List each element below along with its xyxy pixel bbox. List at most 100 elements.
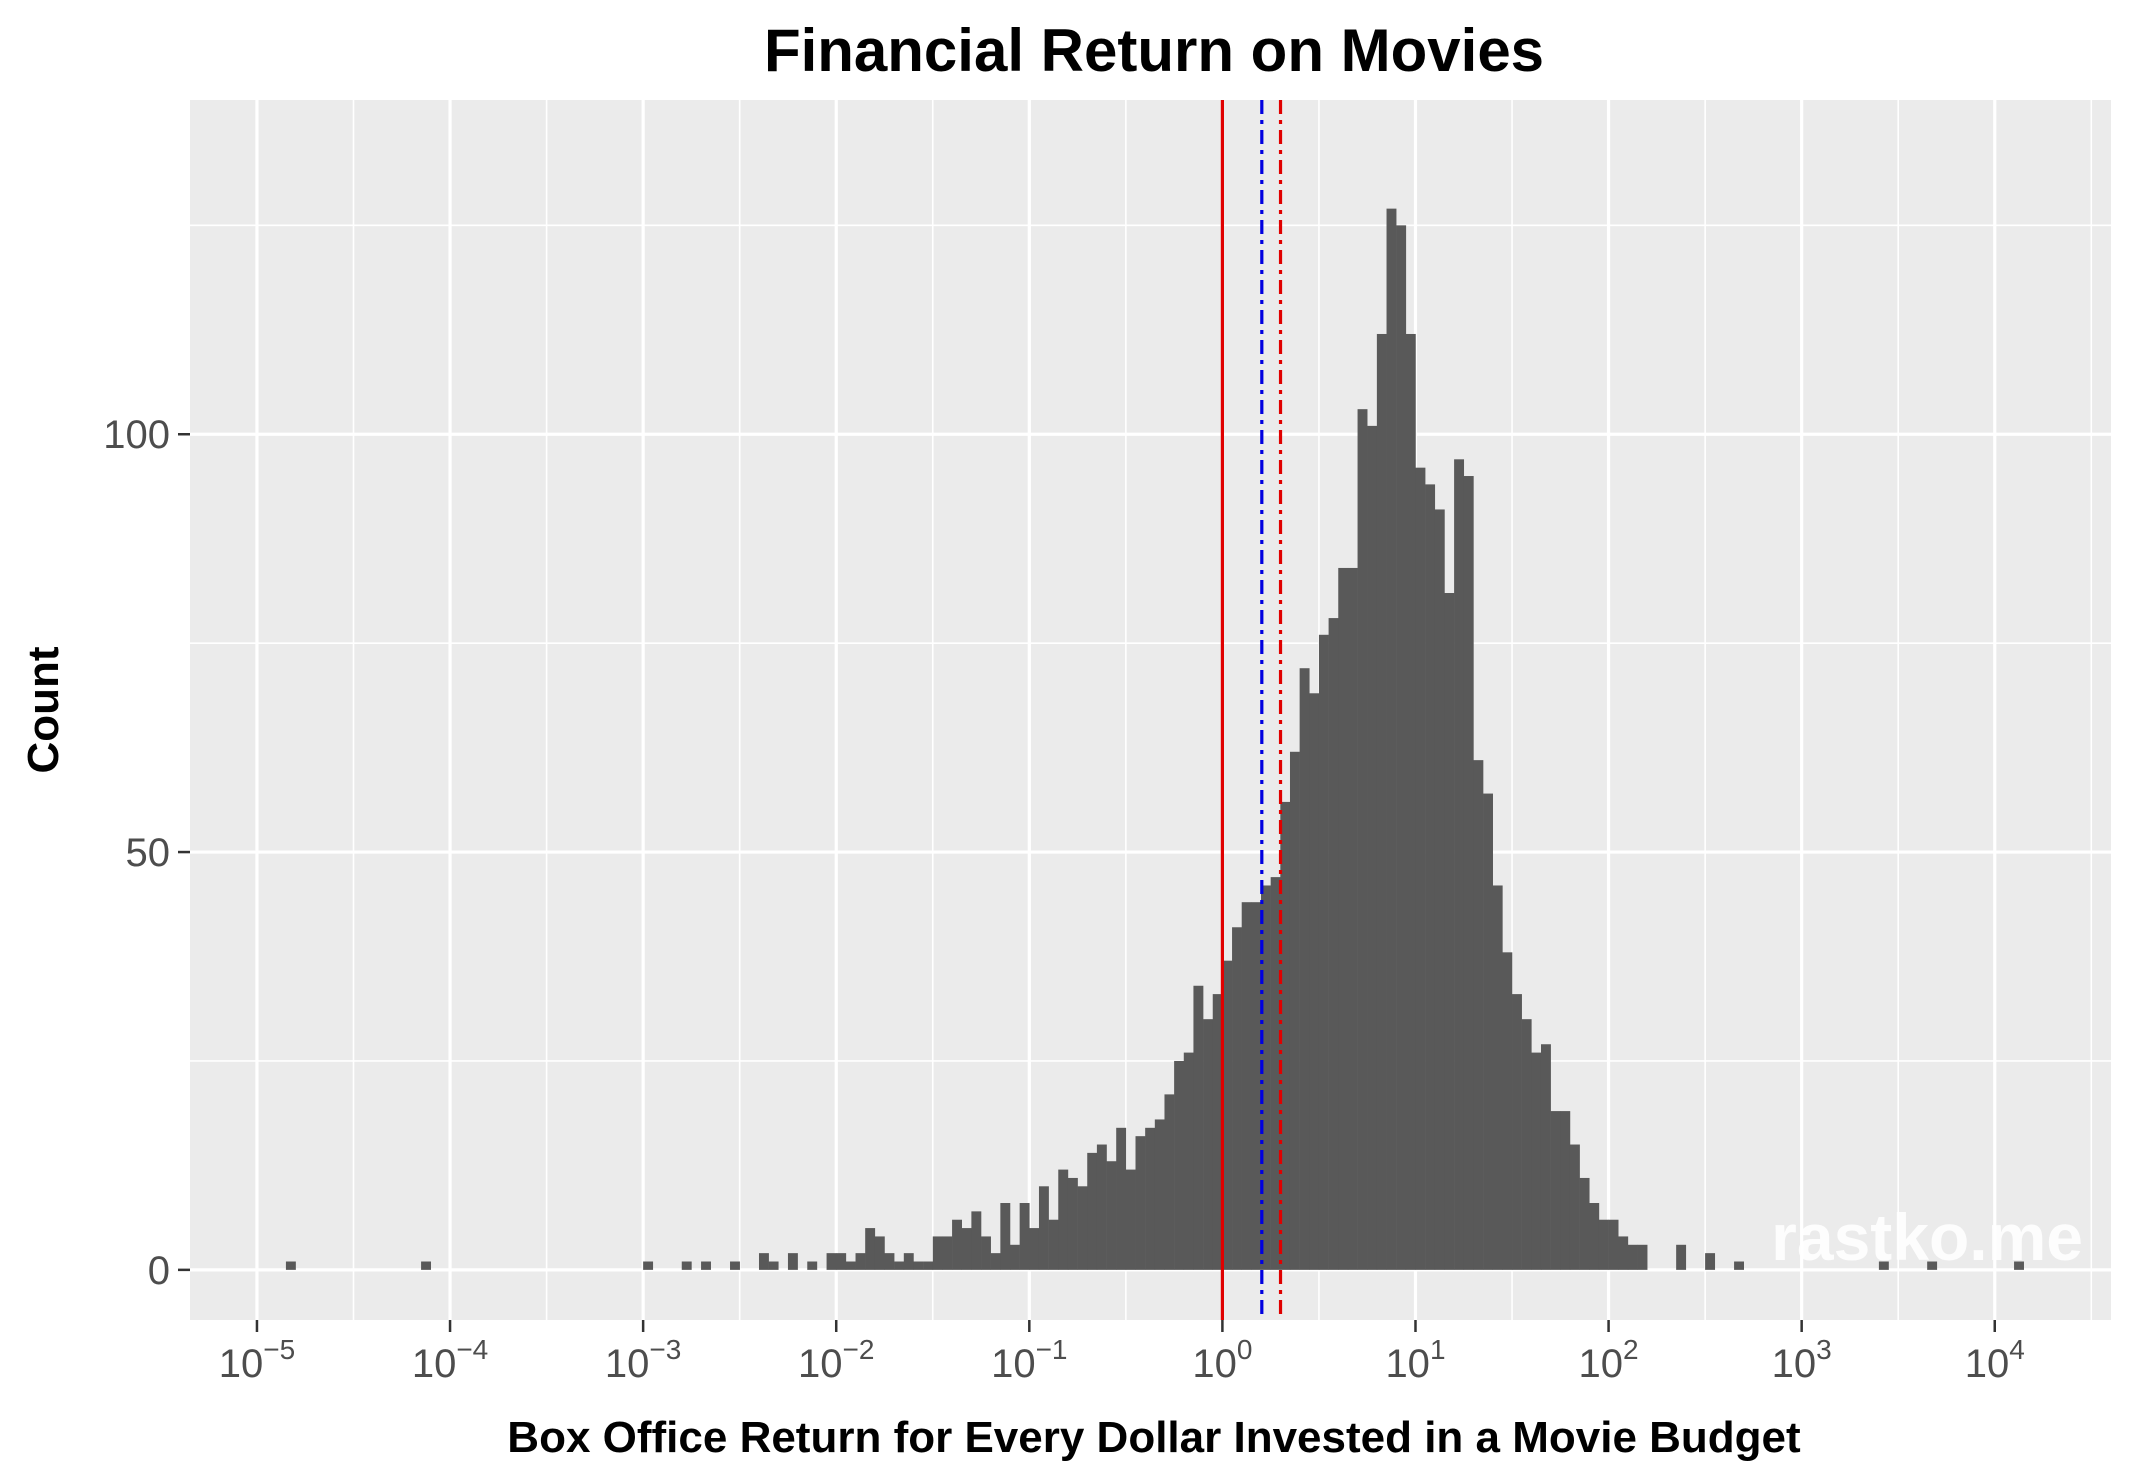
histogram-bar	[1444, 593, 1455, 1270]
histogram-bar	[1261, 885, 1271, 1270]
x-tick-label: 103	[1772, 1334, 1832, 1386]
histogram-bar	[1010, 1244, 1020, 1270]
histogram-bar	[903, 1253, 914, 1270]
histogram-bar	[1087, 1152, 1098, 1270]
histogram-bar	[1367, 425, 1378, 1270]
histogram-bar	[807, 1261, 818, 1270]
watermark-text: rastko.me	[1771, 1200, 2083, 1274]
histogram-bar	[1270, 877, 1281, 1270]
histogram-bar	[874, 1236, 885, 1270]
histogram-bar	[1029, 1228, 1040, 1270]
x-tick-base: 10	[1192, 1342, 1237, 1386]
histogram-bar	[1328, 618, 1339, 1270]
x-tick-exponent: 4	[2009, 1334, 2025, 1365]
histogram-bar	[1145, 1127, 1156, 1270]
histogram-bar	[990, 1253, 1001, 1270]
histogram-bar	[884, 1253, 895, 1270]
x-tick-base: 10	[991, 1342, 1036, 1386]
x-tick-exponent: −5	[263, 1334, 295, 1365]
histogram-bar	[1569, 1144, 1580, 1270]
histogram-bar	[1405, 333, 1416, 1270]
histogram-bar	[1193, 985, 1204, 1270]
histogram-bar	[1154, 1119, 1165, 1270]
histogram-bar	[932, 1236, 943, 1270]
x-tick-exponent: −3	[649, 1334, 681, 1365]
histogram-bar	[1608, 1219, 1619, 1270]
y-tick-label: 100	[103, 413, 170, 457]
histogram-bar	[1734, 1261, 1745, 1270]
histogram-bar	[1560, 1111, 1571, 1270]
histogram-bar	[1376, 333, 1387, 1270]
histogram-bar	[1579, 1177, 1590, 1270]
histogram-bar	[1241, 902, 1252, 1270]
x-tick-base: 10	[798, 1342, 843, 1386]
x-tick-base: 10	[605, 1342, 650, 1386]
histogram-bar	[1135, 1136, 1146, 1270]
histogram-bar	[1067, 1177, 1078, 1270]
x-tick-base: 10	[1772, 1342, 1817, 1386]
histogram-bar	[421, 1261, 432, 1270]
histogram-bar	[1106, 1161, 1117, 1270]
histogram-bar	[923, 1261, 934, 1270]
histogram-bar	[1540, 1044, 1551, 1270]
histogram-bar	[1164, 1094, 1175, 1270]
histogram-bar	[1203, 1019, 1214, 1270]
histogram-bar	[1357, 409, 1368, 1270]
x-tick-label: 100	[1192, 1334, 1252, 1386]
histogram-bar	[1038, 1186, 1049, 1270]
histogram-bar	[1174, 1060, 1185, 1270]
histogram-bar	[1676, 1244, 1687, 1270]
histogram-bar	[1589, 1203, 1600, 1270]
histogram-bar	[1309, 693, 1320, 1270]
histogram-bar	[1000, 1203, 1011, 1270]
histogram-bar	[1251, 902, 1262, 1270]
x-tick-base: 10	[1385, 1342, 1430, 1386]
histogram-bar	[787, 1253, 798, 1270]
histogram-bar	[2014, 1261, 2024, 1270]
histogram-bar	[1531, 1052, 1542, 1270]
histogram-bar	[971, 1211, 982, 1270]
x-tick-base: 10	[219, 1342, 264, 1386]
histogram-bar	[681, 1261, 692, 1270]
histogram-bar	[1048, 1219, 1059, 1270]
histogram-bar	[845, 1261, 856, 1270]
histogram-bars	[285, 208, 2024, 1270]
histogram-bar	[1502, 952, 1513, 1270]
histogram-bar	[1425, 484, 1436, 1270]
histogram-bar	[1125, 1169, 1136, 1270]
x-tick-label: 102	[1579, 1334, 1639, 1386]
y-tick-label: 50	[126, 831, 171, 875]
x-tick-exponent: 3	[1816, 1334, 1832, 1365]
histogram-bar	[1318, 634, 1329, 1270]
histogram-bar	[894, 1261, 905, 1270]
plot-panel	[190, 100, 2111, 1320]
x-tick-label: 10−1	[991, 1334, 1067, 1386]
histogram-bar	[1705, 1253, 1716, 1270]
histogram-bar	[1483, 793, 1493, 1270]
chart-title: Financial Return on Movies	[764, 17, 1544, 84]
x-tick-exponent: −2	[843, 1334, 875, 1365]
histogram-bar	[1521, 1019, 1532, 1270]
x-tick-label: 10−4	[412, 1334, 488, 1386]
reference-lines	[1220, 100, 1283, 1320]
histogram-bar	[1232, 927, 1242, 1270]
x-tick-base: 10	[1965, 1342, 2010, 1386]
x-tick-label: 10−2	[798, 1334, 874, 1386]
histogram-bar	[1512, 994, 1522, 1270]
histogram-bar	[1396, 225, 1407, 1270]
histogram-bar	[1637, 1244, 1648, 1270]
x-tick-label: 104	[1965, 1334, 2025, 1386]
histogram-bar	[1183, 1052, 1194, 1270]
x-tick-label: 10−5	[219, 1334, 295, 1386]
x-tick-base: 10	[412, 1342, 457, 1386]
histogram-bar	[1598, 1219, 1609, 1270]
histogram-bar	[1019, 1203, 1030, 1270]
histogram-bar	[1473, 760, 1484, 1270]
histogram-bar	[285, 1261, 296, 1270]
x-tick-exponent: −1	[1036, 1334, 1068, 1365]
histogram-bar	[1550, 1111, 1561, 1270]
histogram-bar	[1289, 751, 1300, 1270]
histogram-bar	[981, 1236, 991, 1270]
histogram-bar	[1212, 994, 1223, 1270]
